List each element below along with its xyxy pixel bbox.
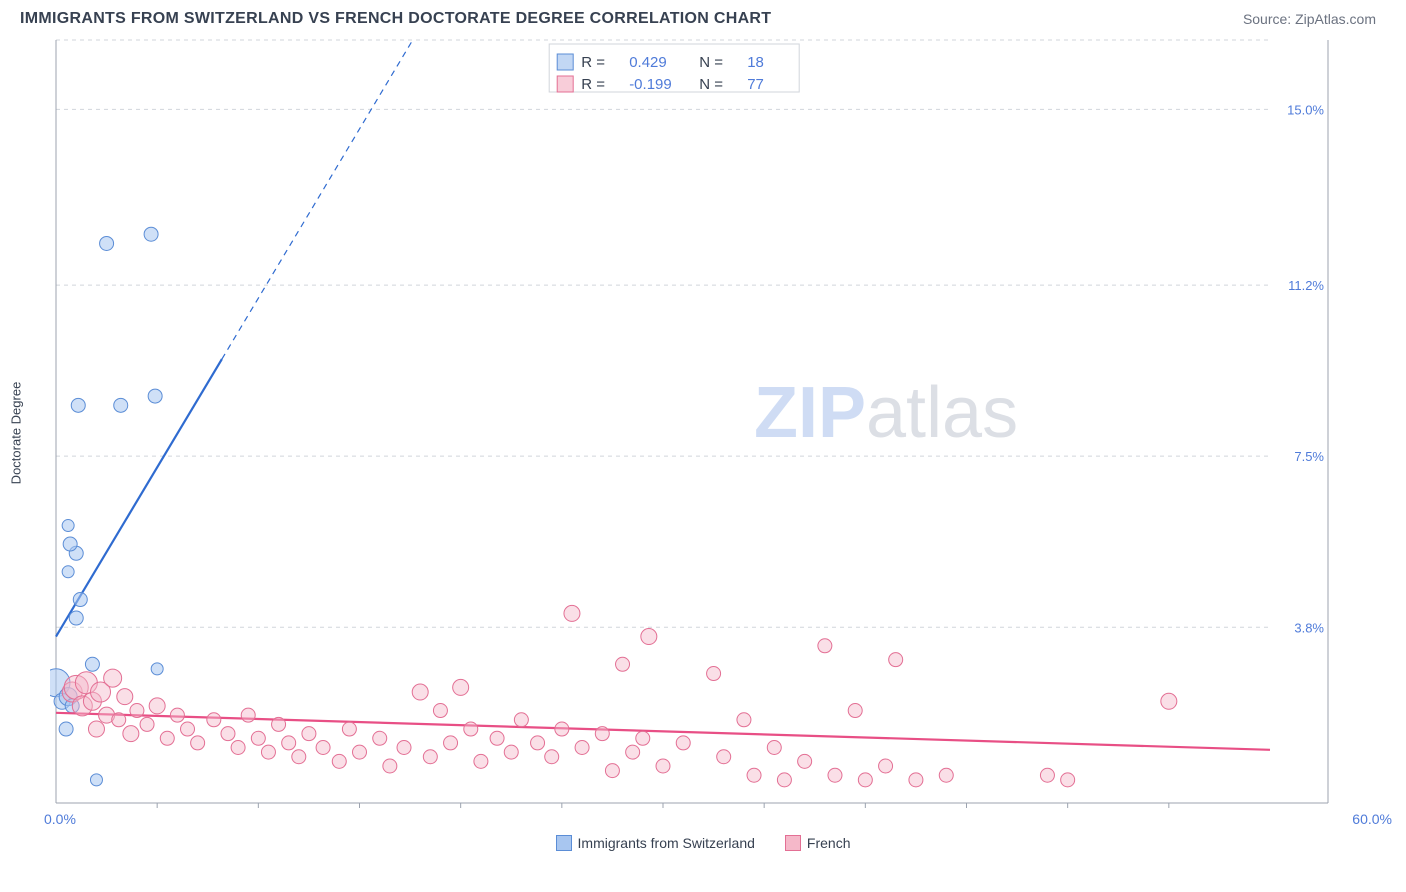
source-label: Source: xyxy=(1243,11,1295,27)
legend-item-swiss: Immigrants from Switzerland xyxy=(556,835,755,851)
legend-label: French xyxy=(807,835,851,851)
svg-text:18: 18 xyxy=(747,54,764,71)
svg-text:77: 77 xyxy=(747,76,764,93)
svg-text:7.5%: 7.5% xyxy=(1294,449,1324,464)
svg-text:11.2%: 11.2% xyxy=(1288,278,1324,293)
svg-text:R =: R = xyxy=(581,76,605,93)
chart-title: IMMIGRANTS FROM SWITZERLAND VS FRENCH DO… xyxy=(20,10,771,28)
legend-label: Immigrants from Switzerland xyxy=(578,835,755,851)
source-link[interactable]: ZipAtlas.com xyxy=(1295,11,1376,27)
series-legend: Immigrants from Switzerland French xyxy=(0,835,1406,851)
x-axis-edge-labels: 0.0% 60.0% xyxy=(50,809,1386,831)
svg-text:15.0%: 15.0% xyxy=(1287,102,1324,117)
y-axis-label: Doctorate Degree xyxy=(9,381,24,484)
svg-text:ZIPatlas: ZIPatlas xyxy=(754,373,1018,453)
correlation-scatter-chart: 3.8% 7.5% 11.2% 15.0% ZIPatlas R = 0.429 N = 1… xyxy=(50,34,1330,809)
swatch-icon xyxy=(556,835,572,851)
swatch-icon xyxy=(785,835,801,851)
chart-container: Doctorate Degree 3.8%7.5%11.2%15.0%ZIPat… xyxy=(50,34,1386,831)
source-attribution: Source: ZipAtlas.com xyxy=(1243,11,1376,27)
header: IMMIGRANTS FROM SWITZERLAND VS FRENCH DO… xyxy=(0,0,1406,34)
svg-text:-0.199: -0.199 xyxy=(629,76,672,93)
svg-text:0.429: 0.429 xyxy=(629,54,667,71)
svg-text:N =: N = xyxy=(699,54,723,71)
svg-text:3.8%: 3.8% xyxy=(1294,620,1324,635)
x-min-label: 0.0% xyxy=(44,811,76,827)
x-max-label: 60.0% xyxy=(1352,811,1392,827)
svg-text:R =: R = xyxy=(581,54,605,71)
svg-text:N =: N = xyxy=(699,76,723,93)
legend-item-french: French xyxy=(785,835,851,851)
